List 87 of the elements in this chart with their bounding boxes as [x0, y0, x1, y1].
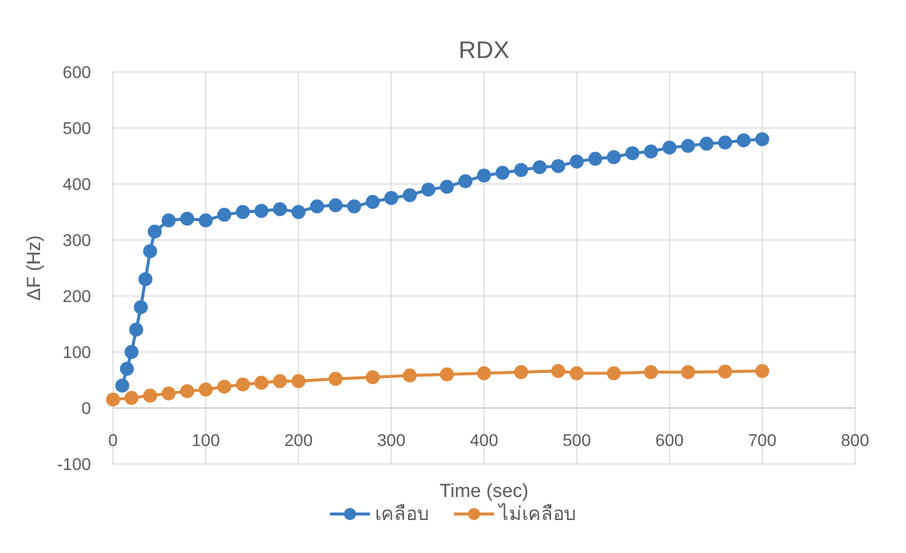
x-tick-label: 700: [748, 431, 776, 450]
y-tick-label: 300: [62, 231, 91, 250]
point: [143, 388, 158, 403]
x-axis-title: Time (sec): [439, 481, 529, 502]
point: [384, 191, 398, 205]
point: [662, 140, 676, 155]
point: [570, 154, 584, 169]
point: [129, 322, 144, 337]
point: [440, 367, 454, 382]
point: [514, 163, 528, 177]
y-tick-label: 0: [82, 399, 91, 418]
point: [272, 202, 287, 216]
point: [402, 188, 417, 202]
point: [310, 199, 324, 214]
point: [606, 150, 621, 164]
y-tick-label: 500: [62, 119, 91, 138]
point: [366, 370, 380, 384]
point: [254, 204, 268, 218]
point: [644, 365, 658, 380]
point: [755, 364, 770, 378]
x-tick-label: 300: [377, 431, 406, 450]
point: [681, 365, 696, 380]
point: [134, 300, 148, 314]
point: [236, 205, 250, 219]
point: [496, 166, 510, 180]
x-tick-label: 400: [470, 431, 498, 450]
point: [551, 364, 566, 378]
x-tick-label: 100: [192, 431, 220, 450]
point: [458, 174, 472, 188]
point: [755, 132, 770, 146]
point: [477, 168, 491, 183]
point: [681, 138, 696, 153]
point: [736, 133, 751, 148]
point: [718, 136, 732, 150]
x-tick-label: 800: [840, 431, 870, 450]
point: [700, 136, 714, 151]
y-tick-label: -100: [56, 455, 91, 474]
point: [718, 364, 732, 379]
point: [570, 366, 584, 380]
point: [217, 380, 232, 394]
point: [138, 272, 152, 286]
point: [272, 374, 287, 388]
point: [217, 208, 232, 222]
point: [236, 377, 250, 392]
point: [402, 368, 417, 383]
y-tick-label: 100: [62, 343, 91, 362]
point: [644, 144, 658, 159]
point: [198, 213, 213, 228]
point: [106, 392, 120, 407]
x-tick-label: 500: [562, 431, 591, 450]
y-axis-title: ΔF (Hz): [24, 235, 45, 301]
point: [292, 374, 306, 388]
x-tick-label: 600: [655, 431, 684, 450]
point: [120, 362, 134, 376]
point: [588, 152, 602, 166]
point: [625, 146, 640, 160]
point: [366, 194, 380, 209]
y-tick-label: 400: [62, 175, 91, 194]
chart-title: RDX: [458, 37, 510, 64]
point: [162, 213, 176, 228]
point: [124, 345, 139, 359]
point: [477, 366, 491, 380]
point: [551, 159, 566, 174]
point: [180, 212, 194, 226]
legend-label: เคลือบ: [375, 504, 429, 525]
point: [347, 199, 362, 214]
point: [180, 384, 194, 398]
point: [606, 366, 621, 380]
point: [254, 376, 268, 390]
y-tick-label: 600: [62, 63, 91, 82]
legend-label: ไม่เคลือบ: [497, 503, 576, 525]
y-tick-label: 200: [62, 287, 91, 306]
point: [124, 390, 139, 405]
point: [532, 160, 547, 174]
point: [514, 365, 528, 380]
point: [115, 378, 130, 393]
point: [328, 372, 343, 386]
x-tick-label: 200: [284, 431, 313, 450]
point: [148, 224, 162, 239]
point: [162, 386, 176, 400]
x-tick-label: 0: [108, 431, 118, 450]
point: [198, 382, 213, 397]
point: [292, 205, 306, 219]
point: [440, 180, 454, 194]
point: [328, 198, 343, 212]
point: [421, 182, 436, 197]
point: [143, 244, 158, 258]
